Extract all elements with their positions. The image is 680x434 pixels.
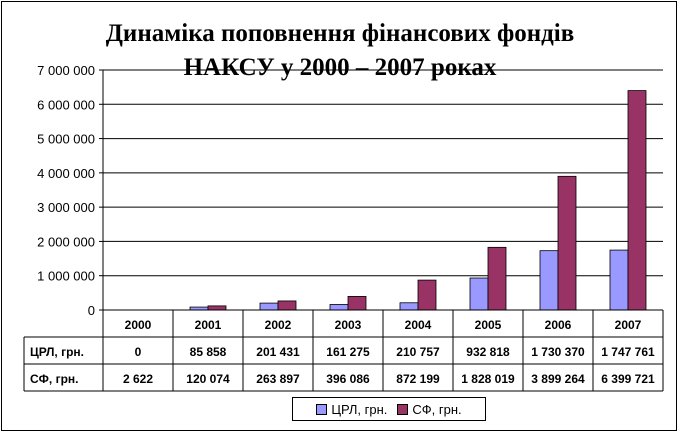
legend-swatch-series-2 xyxy=(397,403,409,415)
legend-label-series-2: СФ, грн. xyxy=(412,401,462,417)
chart-title-line-1: Динаміка поповнення фінансових фондів xyxy=(105,20,575,47)
y-tick-label: 0 xyxy=(88,303,95,318)
data-label: 1 828 019 xyxy=(461,372,515,386)
x-tick-label: 2003 xyxy=(335,318,362,332)
chart-title-line-2: НАКСУ у 2000 – 2007 роках xyxy=(183,54,497,81)
data-label: 1 747 761 xyxy=(601,345,655,359)
bar-1-2007 xyxy=(609,249,629,311)
x-tick-label: 2001 xyxy=(195,318,222,332)
x-tick-label: 2000 xyxy=(125,318,152,332)
data-label: 263 897 xyxy=(256,372,300,386)
table-row-label: ЦРЛ, грн. xyxy=(30,345,84,359)
data-label: 210 757 xyxy=(396,345,440,359)
x-tick-label: 2004 xyxy=(405,318,432,332)
y-tick-label: 1 000 000 xyxy=(37,269,95,284)
data-label: 2 622 xyxy=(123,372,153,386)
legend-item-series-2: СФ, грн. xyxy=(397,401,462,417)
bar-1-2002 xyxy=(259,302,279,311)
bar-1-2004 xyxy=(399,302,419,311)
data-label: 872 199 xyxy=(396,372,440,386)
legend-item-series-1: ЦРЛ, грн. xyxy=(316,402,387,417)
bar-2-2006 xyxy=(557,175,577,311)
bar-2-2003 xyxy=(347,296,367,311)
data-label: 0 xyxy=(135,345,142,359)
y-tick-label: 6 000 000 xyxy=(37,97,95,112)
data-label: 120 074 xyxy=(186,372,230,386)
y-tick-label: 7 000 000 xyxy=(37,63,95,78)
y-tick-label: 4 000 000 xyxy=(37,166,95,181)
data-label: 3 899 264 xyxy=(531,372,585,386)
y-tick-label: 3 000 000 xyxy=(37,200,95,215)
table-row-label: СФ, грн. xyxy=(30,372,79,386)
y-tick-label: 2 000 000 xyxy=(37,234,95,249)
legend-label-series-1: ЦРЛ, грн. xyxy=(331,401,388,417)
data-label: 932 818 xyxy=(466,345,510,359)
data-label: 201 431 xyxy=(256,345,300,359)
bar-2-2001 xyxy=(207,305,227,311)
data-label: 6 399 721 xyxy=(601,372,655,386)
bar-2-2005 xyxy=(487,246,507,311)
legend: ЦРЛ, грн. СФ, грн. xyxy=(292,397,486,421)
x-tick-label: 2005 xyxy=(475,318,502,332)
bar-2-2004 xyxy=(417,279,437,311)
bar-1-2003 xyxy=(329,304,349,311)
data-label: 161 275 xyxy=(326,345,370,359)
x-tick-label: 2002 xyxy=(265,318,292,332)
bar-2-2002 xyxy=(277,300,297,311)
x-tick-label: 2006 xyxy=(545,318,572,332)
legend-swatch-series-1 xyxy=(316,403,328,415)
x-tick-label: 2007 xyxy=(615,318,642,332)
data-label: 1 730 370 xyxy=(531,345,585,359)
data-label: 396 086 xyxy=(326,372,370,386)
bar-1-2006 xyxy=(539,250,559,311)
bar-1-2005 xyxy=(469,277,489,311)
y-tick-label: 5 000 000 xyxy=(37,132,95,147)
bar-2-2007 xyxy=(627,90,647,311)
data-label: 85 858 xyxy=(190,345,227,359)
